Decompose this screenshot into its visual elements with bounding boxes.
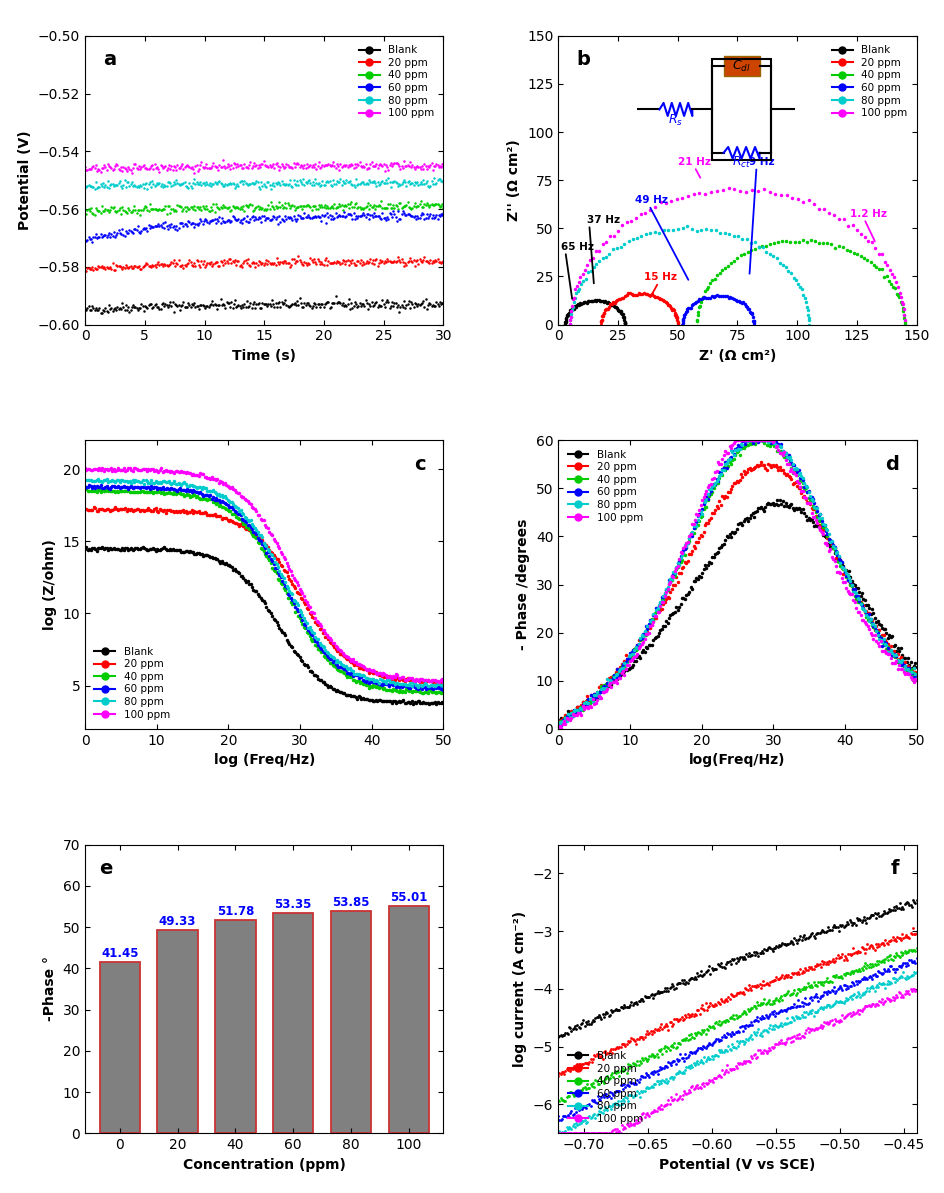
Legend: Blank, 20 ppm, 40 ppm, 60 ppm, 80 ppm, 100 ppm: Blank, 20 ppm, 40 ppm, 60 ppm, 80 ppm, 1… — [563, 1046, 647, 1129]
Text: 21 Hz: 21 Hz — [677, 156, 710, 167]
X-axis label: log (Freq/Hz): log (Freq/Hz) — [213, 754, 314, 767]
Text: 41.45: 41.45 — [101, 947, 139, 960]
Legend: Blank, 20 ppm, 40 ppm, 60 ppm, 80 ppm, 100 ppm: Blank, 20 ppm, 40 ppm, 60 ppm, 80 ppm, 1… — [91, 642, 174, 724]
Bar — [157, 929, 197, 1133]
Y-axis label: Potential (V): Potential (V) — [18, 130, 32, 230]
Text: b: b — [576, 50, 589, 69]
Text: 49 Hz: 49 Hz — [634, 196, 667, 205]
Legend: Blank, 20 ppm, 40 ppm, 60 ppm, 80 ppm, 100 ppm: Blank, 20 ppm, 40 ppm, 60 ppm, 80 ppm, 1… — [354, 41, 438, 123]
Text: c: c — [413, 455, 425, 474]
Y-axis label: log (Z/ohm): log (Z/ohm) — [43, 539, 57, 630]
Text: d: d — [884, 455, 898, 474]
Text: f: f — [889, 859, 898, 878]
Text: 53.85: 53.85 — [332, 896, 369, 909]
Text: 9 Hz: 9 Hz — [749, 156, 774, 167]
Y-axis label: - Phase /degrees: - Phase /degrees — [515, 519, 530, 650]
Text: 53.35: 53.35 — [274, 898, 312, 911]
Text: 65 Hz: 65 Hz — [560, 241, 593, 252]
Text: 51.78: 51.78 — [216, 904, 254, 917]
Bar — [330, 911, 371, 1133]
Text: 37 Hz: 37 Hz — [586, 215, 619, 224]
Bar — [388, 907, 429, 1133]
Text: 49.33: 49.33 — [159, 915, 196, 928]
Legend: Blank, 20 ppm, 40 ppm, 60 ppm, 80 ppm, 100 ppm: Blank, 20 ppm, 40 ppm, 60 ppm, 80 ppm, 1… — [827, 41, 910, 123]
Legend: Blank, 20 ppm, 40 ppm, 60 ppm, 80 ppm, 100 ppm: Blank, 20 ppm, 40 ppm, 60 ppm, 80 ppm, 1… — [563, 445, 647, 527]
X-axis label: Time (s): Time (s) — [232, 350, 296, 363]
X-axis label: Potential (V vs SCE): Potential (V vs SCE) — [659, 1157, 815, 1172]
X-axis label: Z' (Ω cm²): Z' (Ω cm²) — [698, 350, 775, 363]
Y-axis label: -Phase °: -Phase ° — [43, 957, 57, 1021]
Bar — [99, 963, 140, 1133]
Text: 1.2 Hz: 1.2 Hz — [849, 209, 885, 218]
Text: a: a — [103, 50, 116, 69]
Y-axis label: log current (A cm⁻²): log current (A cm⁻²) — [513, 911, 527, 1067]
Text: 15 Hz: 15 Hz — [644, 272, 677, 283]
Bar — [273, 913, 313, 1133]
Bar — [215, 920, 255, 1133]
Y-axis label: Z'' (Ω cm²): Z'' (Ω cm²) — [507, 140, 521, 221]
Text: e: e — [99, 859, 112, 878]
Text: 55.01: 55.01 — [390, 891, 427, 904]
X-axis label: log(Freq/Hz): log(Freq/Hz) — [688, 754, 784, 767]
X-axis label: Concentration (ppm): Concentration (ppm) — [182, 1157, 346, 1172]
